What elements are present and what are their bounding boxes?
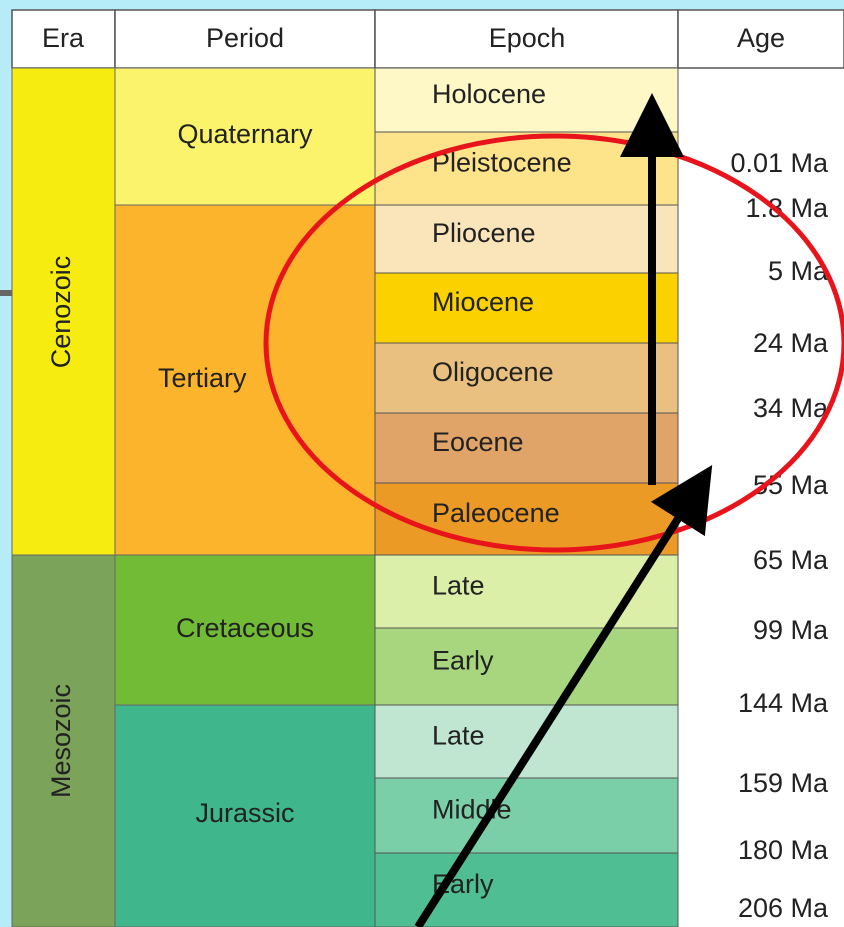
epoch-label: Late: [432, 721, 485, 751]
header-label: Age: [737, 23, 785, 53]
epoch-cell: [374, 272, 679, 344]
epoch-label: Miocene: [432, 287, 534, 317]
epoch-label: Eocene: [432, 427, 524, 457]
age-label: 34 Ma: [753, 393, 829, 423]
epoch-label: Late: [432, 571, 485, 601]
period-cell: [114, 704, 376, 927]
period-label: Tertiary: [158, 363, 247, 393]
epoch-label: Pliocene: [432, 218, 536, 248]
age-label: 206 Ma: [738, 893, 829, 923]
era-cell: [11, 554, 116, 927]
period-label: Quaternary: [177, 119, 313, 149]
epoch-label: Early: [432, 646, 494, 676]
dash: [0, 290, 12, 296]
period-cell: [114, 67, 376, 206]
era-label: Cenozoic: [46, 256, 76, 369]
epoch-cell: [374, 777, 679, 854]
age-label: 24 Ma: [753, 328, 829, 358]
epoch-label: Oligocene: [432, 357, 554, 387]
epoch-label: Paleocene: [432, 498, 560, 528]
era-label: Mesozoic: [46, 684, 76, 798]
epoch-cell: [374, 342, 679, 414]
header-cell: [677, 9, 844, 69]
epoch-cell: [374, 412, 679, 484]
age-label: 180 Ma: [738, 835, 829, 865]
age-label: 0.01 Ma: [730, 148, 829, 178]
epoch-cell: [374, 204, 679, 274]
era-cell: [11, 67, 116, 556]
header-label: Era: [42, 23, 85, 53]
period-cell: [114, 554, 376, 706]
age-label: 99 Ma: [753, 615, 829, 645]
period-label: Jurassic: [195, 798, 294, 828]
highlight-ellipse: [263, 133, 844, 553]
arrow: [414, 465, 713, 927]
age-label: 65 Ma: [753, 545, 829, 575]
age-label: 144 Ma: [738, 688, 829, 718]
epoch-cell: [374, 627, 679, 706]
epoch-cell: [374, 704, 679, 779]
period-label: Cretaceous: [176, 613, 314, 643]
age-label: 159 Ma: [738, 768, 829, 798]
header-label: Period: [206, 23, 284, 53]
header-label: Epoch: [489, 23, 566, 53]
epoch-label: Pleistocene: [432, 148, 572, 178]
epoch-label: Holocene: [432, 79, 546, 109]
period-cell: [114, 204, 376, 556]
